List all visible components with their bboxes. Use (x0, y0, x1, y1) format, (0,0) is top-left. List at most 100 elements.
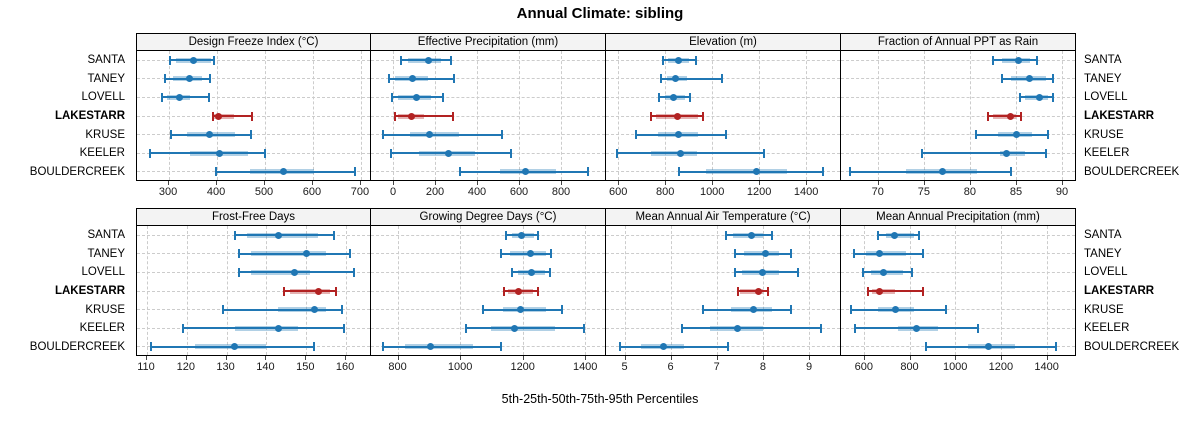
whisker-cap-right (789, 249, 792, 259)
panel-axis: 800 1000 1200 1400 (371, 356, 606, 377)
whisker-cap-right (212, 55, 215, 65)
tick-label: 800 (900, 361, 919, 373)
whisker-cap-right (313, 342, 316, 352)
whisker-cap-left (852, 249, 855, 259)
panel-7: Mean Annual Air Temperature (°C) 5 6 7 8 9 (606, 208, 841, 377)
tick-mark (716, 356, 718, 360)
site-label-lovell: LOVELL (81, 91, 125, 104)
whisker-cap-left (650, 111, 653, 121)
iqr-band (885, 232, 915, 238)
site-label-santa: SANTA (1084, 54, 1122, 67)
whisker-cap-left (394, 111, 397, 121)
median-dot (1026, 75, 1034, 83)
site-label-lakestarr: LAKESTARR (54, 110, 125, 122)
median-dot (1007, 112, 1014, 120)
whisker-cap-right (582, 323, 585, 333)
site-label-bouldercreek: BOULDERCREEK (1084, 340, 1180, 353)
tick-label: 600 (509, 186, 529, 198)
whisker-cap-right (1045, 148, 1048, 158)
whisker-line (737, 290, 768, 292)
whisker-cap-left (400, 55, 403, 65)
panel-title: Fraction of Annual PPT as Rain (877, 36, 1039, 48)
median-dot (302, 250, 310, 258)
tick-mark (265, 356, 267, 360)
median-dot (759, 268, 767, 276)
whisker-cap-right (910, 267, 913, 277)
gridline-h (606, 59, 840, 61)
median-dot (518, 231, 526, 239)
gridline-h (137, 78, 370, 80)
site-label-lovell: LOVELL (1084, 266, 1128, 279)
tick-label: 130 (216, 361, 235, 373)
tick-mark (264, 181, 265, 185)
whisker-cap-left (678, 167, 681, 177)
gridline-h (841, 234, 1075, 236)
tick-mark (1046, 356, 1048, 360)
whisker-cap-right (451, 111, 454, 121)
whisker-line (877, 234, 919, 237)
whisker-cap-left (618, 342, 621, 352)
iqr-band (1000, 150, 1026, 156)
iqr-band (739, 288, 763, 294)
whisker-cap-right (720, 74, 723, 84)
median-dot (216, 149, 224, 157)
whisker-cap-left (389, 148, 392, 158)
site-label-santa: SANTA (87, 229, 126, 242)
tick-label: 400 (467, 186, 487, 198)
whisker-cap-left (681, 323, 684, 333)
whisker-line (702, 308, 791, 311)
median-dot (511, 324, 519, 332)
whisker-line (922, 152, 1047, 155)
median-dot (892, 306, 900, 314)
tick-label: 600 (609, 186, 628, 198)
whisker-cap-left (504, 230, 507, 240)
whisker-cap-right (587, 167, 590, 177)
whisker-cap-right (1010, 167, 1013, 177)
iqr-band (491, 325, 555, 331)
median-dot (290, 268, 298, 276)
site-label-lovell: LOVELL (1084, 91, 1128, 104)
tick-mark (185, 356, 187, 360)
tick-mark (460, 356, 462, 360)
tick-label: 140 (256, 361, 275, 373)
whisker-cap-left (499, 249, 502, 259)
median-dot (1003, 149, 1011, 157)
median-dot (206, 131, 214, 139)
whisker-cap-left (181, 323, 184, 333)
tick-mark (759, 181, 761, 185)
panel-4: Fraction of Annual PPT as Rain 70 75 80 85 90 (841, 33, 1076, 202)
whisker-cap-right (353, 167, 356, 177)
tick-mark (969, 181, 971, 185)
site-labels-right-row1: SANTA TANEY LOVELL LAKESTARR KRUSE KEELER BOUL… (1080, 51, 1200, 181)
site-labels-left-row1: SANTA TANEY LOVELL LAKESTARR KRUSE KEELER BOUL… (0, 51, 131, 181)
median-dot (274, 231, 282, 239)
panel-header: Elevation (m) (606, 33, 841, 51)
whisker-cap-left (992, 55, 994, 65)
whisker-cap-left (1018, 92, 1021, 102)
whisker-cap-left (867, 286, 870, 296)
tick-mark (216, 181, 218, 185)
whisker-cap-right (727, 342, 730, 352)
site-labels-left-row2: SANTA TANEY LOVELL LAKESTARR KRUSE KEELER BOUL… (0, 226, 131, 356)
whisker-line (862, 271, 912, 274)
tick-mark (877, 181, 879, 185)
panel-title: Mean Annual Precipitation (mm) (876, 211, 1040, 223)
median-dot (753, 168, 761, 176)
whisker-cap-right (724, 130, 727, 140)
whisker-line (619, 345, 729, 348)
panel-header: Frost-Free Days (136, 208, 371, 226)
median-dot (280, 168, 288, 176)
gridline-h (137, 96, 370, 98)
tick-mark (393, 181, 394, 185)
gridline-h (841, 134, 1075, 136)
site-label-lakestarr: LAKESTARR (54, 285, 125, 297)
whisker-cap-right (549, 249, 552, 259)
whisker-cap-left (734, 249, 737, 259)
iqr-band (404, 344, 473, 350)
median-dot (517, 306, 525, 314)
whisker-cap-left (658, 92, 661, 102)
tick-mark (624, 356, 626, 360)
panel-header: Effective Precipitation (mm) (371, 33, 606, 51)
whisker-line (383, 345, 502, 348)
tick-label: 0 (389, 186, 397, 198)
